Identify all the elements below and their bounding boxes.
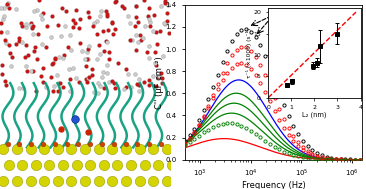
Text: $\tau^{-1}$: $\tau^{-1}$	[274, 8, 292, 22]
Y-axis label: C'' (μF cm⁻²): C'' (μF cm⁻²)	[155, 56, 164, 109]
X-axis label: Frequency (Hz): Frequency (Hz)	[242, 181, 306, 189]
